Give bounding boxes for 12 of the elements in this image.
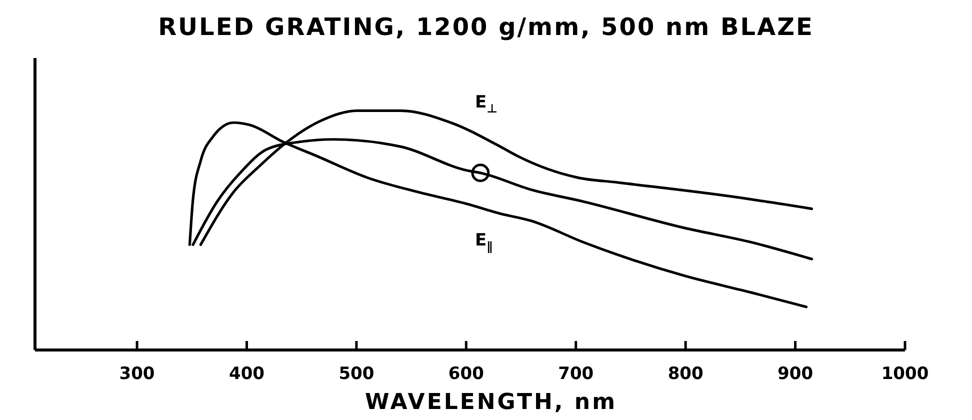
- series-label: E$_{∥}$: [475, 230, 493, 254]
- x-tick-label: 400: [228, 364, 265, 384]
- x-tick-label: 800: [668, 364, 704, 384]
- x-tick-label: 700: [558, 364, 594, 384]
- x-tick-label: 900: [778, 364, 814, 384]
- x-tick-label: 1000: [881, 364, 929, 384]
- chart-title: RULED GRATING, 1200 g/mm, 500 nm BLAZE: [158, 13, 814, 41]
- x-tick-label: 300: [119, 364, 155, 384]
- series-label: E$_{⊥}$: [475, 92, 498, 116]
- x-tick-label: 500: [338, 364, 374, 384]
- x-axis-title: WAVELENGTH, nm: [365, 390, 618, 415]
- x-tick-label: 600: [448, 364, 484, 384]
